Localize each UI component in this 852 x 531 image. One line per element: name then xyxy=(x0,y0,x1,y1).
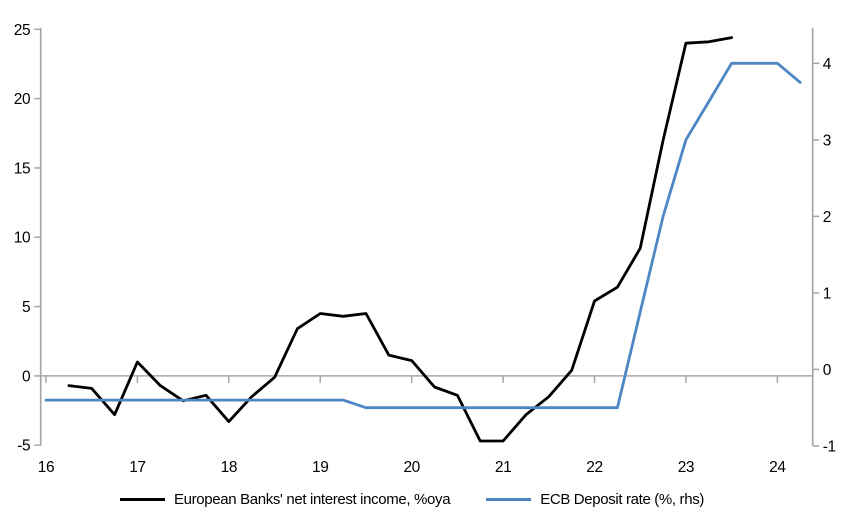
x-axis-tick-label: 20 xyxy=(403,459,420,476)
x-axis-tick-label: 19 xyxy=(312,459,328,476)
left-axis-tick-label: 20 xyxy=(14,91,31,108)
x-axis-tick-label: 18 xyxy=(221,459,237,476)
right-axis-tick-label: 3 xyxy=(823,132,831,149)
series-line-net-interest-income xyxy=(67,36,733,443)
left-axis-tick-label: 10 xyxy=(14,230,31,247)
legend-item-net-interest-income: European Banks' net interest income, %oy… xyxy=(120,491,451,508)
left-axis-tick-label: 5 xyxy=(22,299,30,316)
left-axis-tick-label: 15 xyxy=(14,160,30,177)
net-interest-income-line-swatch xyxy=(120,498,165,501)
right-axis-tick-label: 2 xyxy=(823,209,831,226)
legend-item-ecb-deposit-rate: ECB Deposit rate (%, rhs) xyxy=(486,491,704,508)
x-axis-tick-label: 22 xyxy=(586,459,602,476)
right-axis-tick-label: -1 xyxy=(823,439,836,456)
left-axis-tick-label: 0 xyxy=(22,368,31,385)
x-axis-tick-label: 24 xyxy=(769,459,786,476)
ecb-deposit-rate-legend-label: ECB Deposit rate (%, rhs) xyxy=(540,491,704,508)
x-axis-tick-label: 17 xyxy=(129,459,145,476)
right-axis-tick-label: 0 xyxy=(823,362,832,379)
left-axis-tick-label: 25 xyxy=(14,22,30,39)
x-axis-tick-label: 21 xyxy=(495,459,511,476)
series-line-ecb-deposit-rate xyxy=(44,61,802,410)
left-axis-tick-label: -5 xyxy=(17,438,30,455)
right-axis-tick-label: 4 xyxy=(823,56,832,73)
legend: European Banks' net interest income, %oy… xyxy=(120,491,704,508)
right-axis-tick-label: 1 xyxy=(823,285,831,302)
x-axis-tick-label: 23 xyxy=(678,459,694,476)
x-axis-tick-label: 16 xyxy=(38,459,54,476)
ecb-deposit-rate-line-swatch xyxy=(486,498,532,501)
net-interest-income-legend-label: European Banks' net interest income, %oy… xyxy=(174,491,451,508)
